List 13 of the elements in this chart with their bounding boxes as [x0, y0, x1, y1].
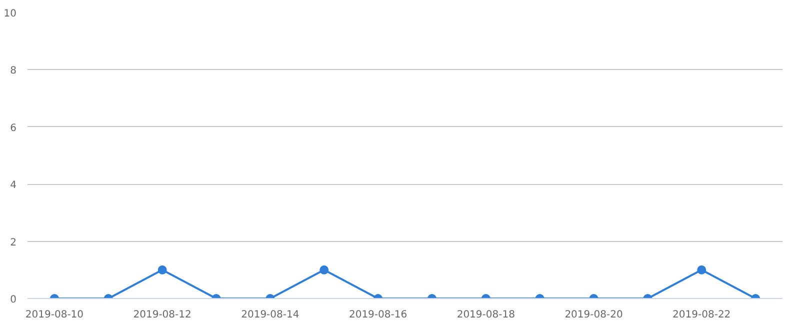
y-tick-label: 4 — [10, 180, 17, 192]
x-tick-label: 2019-08-20 — [564, 310, 623, 320]
x-tick-label: 2019-08-22 — [672, 310, 731, 320]
x-tick-label: 2019-08-14 — [241, 310, 300, 320]
y-tick-label: 8 — [10, 66, 17, 77]
y-tick-label: 6 — [10, 122, 17, 134]
x-tick-label: 2019-08-16 — [348, 310, 408, 320]
y-tick-label: 10 — [4, 8, 17, 20]
x-tick-label: 2019-08-12 — [133, 310, 192, 320]
x-tick-label: 2019-08-10 — [25, 310, 84, 320]
y-tick-label: 0 — [10, 294, 17, 306]
x-tick-label: 2019-08-18 — [456, 310, 515, 320]
y-tick-label: 2 — [10, 237, 17, 248]
